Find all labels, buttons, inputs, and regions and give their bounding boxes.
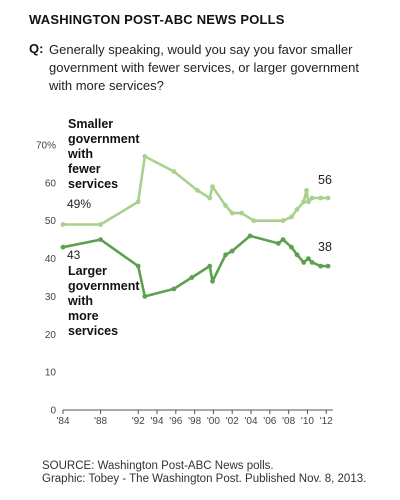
- smaller-government-label: Smaller: [68, 117, 113, 131]
- smaller-government-label: fewer: [68, 162, 101, 176]
- y-tick-label: 40: [45, 254, 57, 265]
- smaller-government-label: government: [68, 132, 140, 146]
- larger-government-label: with: [67, 294, 93, 308]
- larger-government-label: services: [68, 324, 118, 338]
- larger-government-point: [60, 244, 66, 250]
- x-tick-label: '02: [226, 416, 239, 427]
- smaller-government-point: [229, 210, 235, 216]
- x-tick-label: '12: [320, 416, 333, 427]
- x-tick-label: '96: [169, 416, 182, 427]
- x-tick-label: '88: [94, 416, 107, 427]
- x-tick-label: '08: [282, 416, 295, 427]
- smaller-government-point: [304, 188, 309, 193]
- smaller-government-point: [306, 199, 311, 205]
- larger-government-point: [325, 263, 331, 269]
- y-tick-label: 60: [45, 178, 57, 189]
- larger-government-label: government: [68, 279, 140, 293]
- smaller-government-point: [60, 222, 66, 227]
- smaller-government-point: [280, 218, 286, 224]
- chart-series: [60, 154, 331, 299]
- smaller-government-point: [251, 218, 257, 224]
- x-tick-label: '00: [207, 416, 220, 427]
- larger-government-point: [247, 233, 253, 239]
- chart-footer: SOURCE: Washington Post-ABC News polls. …: [42, 460, 366, 486]
- smaller-government-point: [210, 184, 215, 190]
- larger-government-label: Larger: [68, 264, 107, 278]
- x-tick-label: '06: [263, 416, 276, 427]
- larger-government-point: [171, 286, 177, 292]
- smaller-government-point: [207, 195, 213, 201]
- smaller-government-point: [195, 188, 200, 193]
- larger-government-point: [309, 260, 315, 265]
- larger-government-start-value: 43: [67, 248, 81, 262]
- smaller-government-end-value: 56: [318, 173, 332, 187]
- smaller-government-label: with: [67, 147, 93, 161]
- smaller-government-point: [142, 154, 148, 159]
- larger-government-end-value: 38: [318, 240, 332, 254]
- y-tick-label: 50: [45, 216, 57, 227]
- larger-government-point: [318, 263, 323, 269]
- larger-government-point: [306, 256, 311, 261]
- larger-government-point: [289, 244, 294, 250]
- smaller-government-point: [325, 195, 331, 201]
- larger-government-point: [207, 263, 213, 269]
- smaller-government-label: services: [68, 177, 118, 191]
- smaller-government-point: [301, 199, 307, 205]
- x-tick-label: '92: [132, 416, 145, 427]
- x-tick-label: '94: [150, 416, 163, 427]
- larger-government-point: [223, 252, 229, 258]
- larger-government-point: [294, 252, 300, 258]
- smaller-government-point: [309, 195, 315, 201]
- larger-government-point: [189, 275, 195, 280]
- smaller-government-point: [239, 210, 245, 216]
- larger-government-point: [142, 294, 148, 299]
- smaller-government-point: [98, 222, 103, 227]
- source-note: SOURCE: Washington Post-ABC News polls.: [42, 460, 274, 472]
- larger-government-point: [275, 241, 281, 246]
- question-label: Q:: [29, 41, 44, 56]
- credit-note: Graphic: Tobey - The Washington Post. Pu…: [42, 473, 367, 485]
- larger-government-point: [210, 278, 215, 284]
- smaller-government-point: [289, 214, 294, 220]
- x-tick-label: '04: [245, 416, 258, 427]
- smaller-government-point: [223, 203, 229, 209]
- y-tick-label: 30: [45, 292, 57, 303]
- smaller-government-point: [171, 169, 177, 174]
- x-tick-label: '98: [188, 416, 201, 427]
- chart-axes: 0 10 20 30 40 50 60 70% '84 '88 '92 '94 '96 '98 '00 '02…: [36, 141, 333, 428]
- smaller-government-start-value: 49%: [67, 197, 91, 211]
- chart-annotations: Smallergovernmentwithfewerservices49%564…: [67, 117, 332, 338]
- smaller-government-point: [135, 199, 141, 205]
- y-tick-label: 20: [45, 330, 57, 341]
- y-tick-label: 0: [50, 406, 56, 417]
- larger-government-label: more: [68, 309, 99, 323]
- larger-government-point: [280, 237, 286, 243]
- y-tick-label: 70%: [36, 141, 56, 152]
- smaller-government-point: [318, 195, 323, 201]
- larger-government-point: [229, 248, 235, 254]
- chart-header: WASHINGTON POST-ABC NEWS POLLS: [29, 12, 285, 27]
- smaller-government-point: [294, 207, 300, 212]
- y-tick-label: 10: [45, 368, 57, 379]
- x-tick-label: '10: [301, 416, 314, 427]
- larger-government-point: [98, 237, 103, 243]
- question-text: Generally speaking, would you say you fa…: [49, 42, 359, 93]
- larger-government-point: [135, 263, 141, 269]
- larger-government-point: [301, 260, 307, 265]
- x-tick-label: '84: [56, 416, 69, 427]
